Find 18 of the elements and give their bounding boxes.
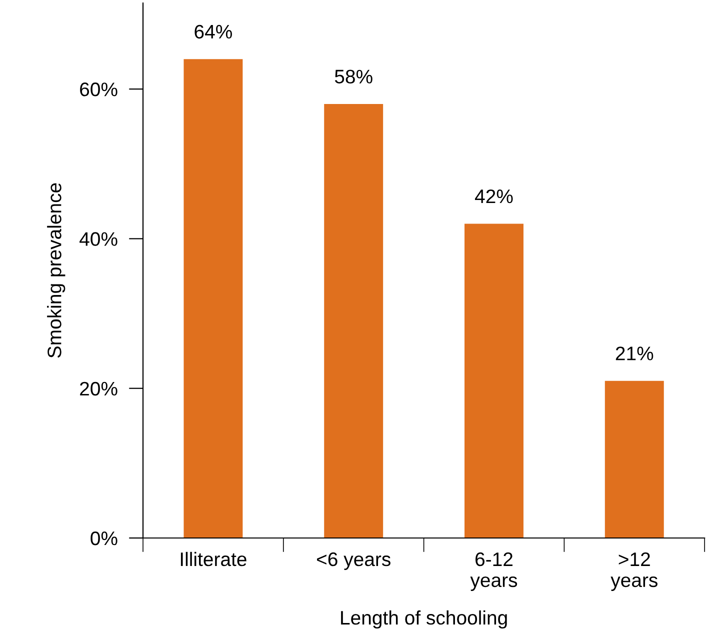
- data-label: 21%: [616, 346, 654, 360]
- y-tick-label: 40%: [80, 232, 118, 246]
- x-tick-label: 6-12 years: [470, 552, 518, 591]
- bar: [184, 59, 243, 538]
- y-tick-label: 20%: [80, 382, 118, 396]
- data-label: 58%: [334, 70, 372, 84]
- y-tick-label: 0%: [90, 531, 118, 546]
- y-axis-title: Smoking prevalence: [47, 183, 66, 358]
- bar: [604, 380, 664, 538]
- x-tick-label: Illiterate: [180, 552, 246, 566]
- x-tick-label: >12 years: [610, 552, 658, 591]
- data-label: 42%: [474, 189, 513, 204]
- bar: [464, 224, 524, 538]
- x-tick-label: <6 years: [316, 552, 390, 570]
- x-axis-title: Length of schooling: [341, 610, 507, 629]
- bar: [324, 104, 384, 538]
- data-label: 64%: [194, 24, 232, 39]
- y-tick-label: 60%: [80, 82, 118, 96]
